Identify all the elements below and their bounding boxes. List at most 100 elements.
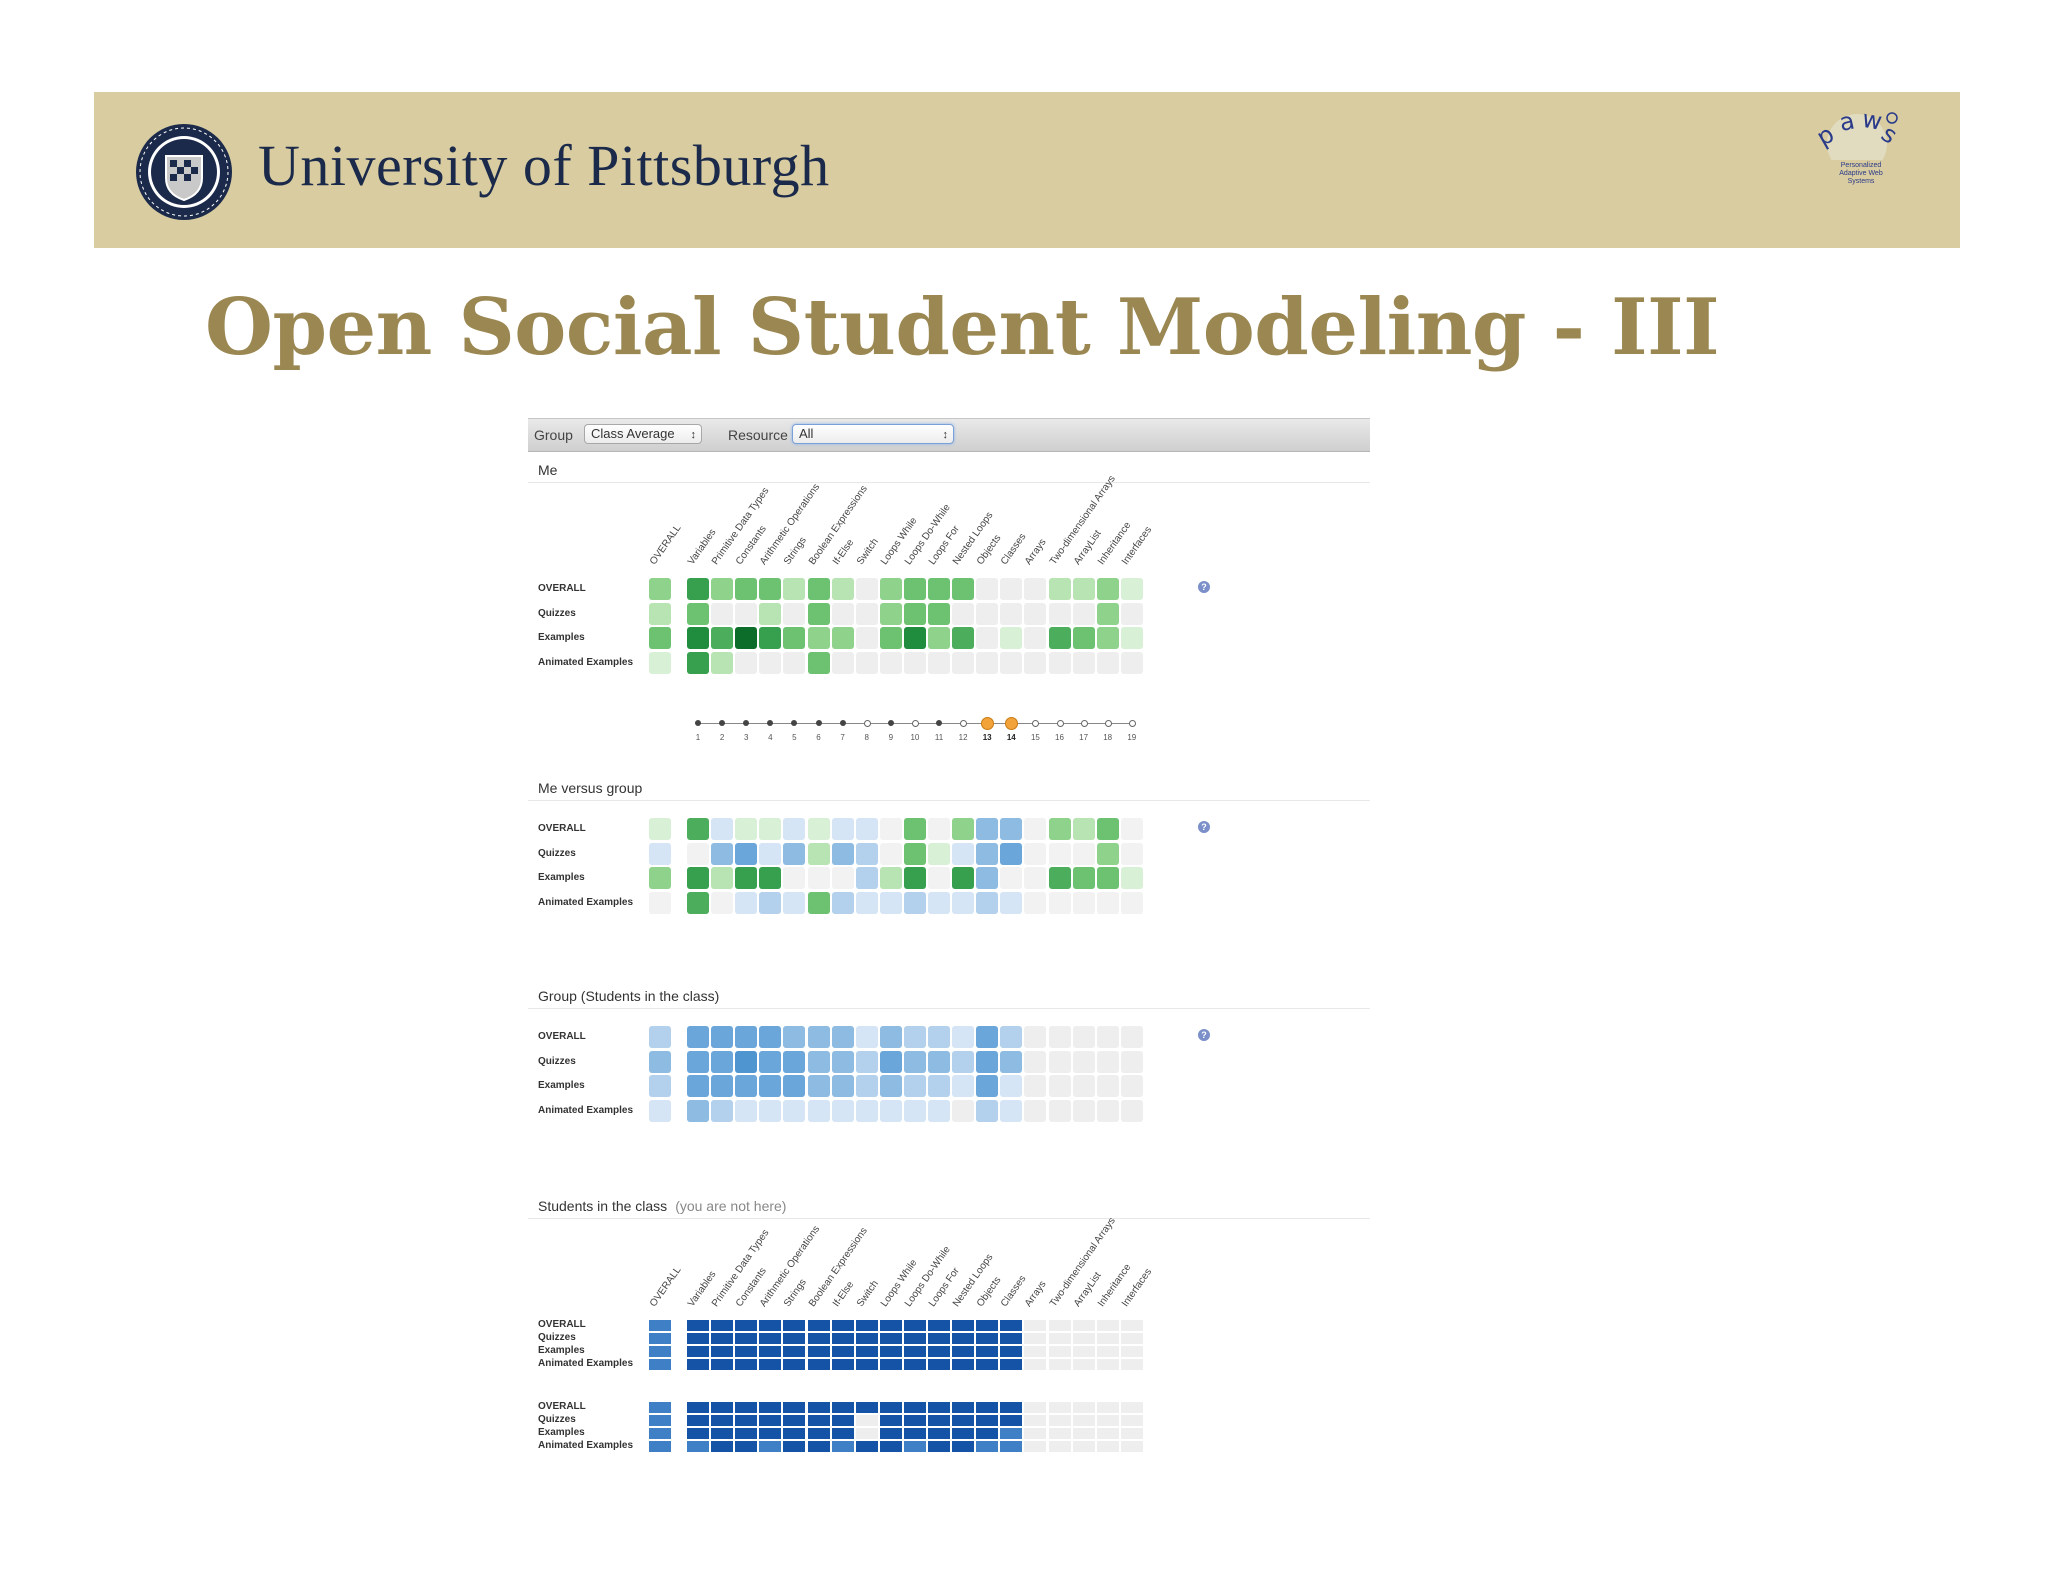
grid-cell[interactable] [1072,627,1095,649]
student-cell[interactable] [649,1402,671,1413]
grid-cell[interactable] [1120,842,1143,865]
grid-cell[interactable] [903,1075,926,1097]
student-cell[interactable] [649,1346,671,1357]
grid-cell[interactable] [807,1050,830,1073]
grid-cell[interactable] [783,1050,806,1073]
student-cell[interactable] [783,1428,806,1439]
timeline-dot[interactable] [743,720,750,726]
grid-cell[interactable] [976,842,999,865]
grid-cell[interactable] [831,1050,854,1073]
grid-cell[interactable] [1072,818,1095,840]
student-cell[interactable] [735,1346,758,1357]
grid-cell[interactable] [928,627,950,649]
grid-cell[interactable] [735,867,758,889]
grid-cell[interactable] [711,842,734,865]
grid-cell[interactable] [1000,818,1023,840]
student-cell[interactable] [831,1402,854,1413]
grid-cell[interactable] [831,651,854,674]
grid-cell[interactable] [1048,1075,1071,1097]
grid-cell[interactable] [1096,1075,1119,1097]
student-cell[interactable] [1024,1333,1047,1344]
student-cell[interactable] [1024,1402,1047,1413]
grid-cell[interactable] [903,818,926,840]
student-cell[interactable] [1048,1428,1071,1439]
grid-cell[interactable] [1048,891,1071,914]
grid-cell[interactable] [807,842,830,865]
grid-cell[interactable] [711,891,734,914]
grid-cell[interactable] [687,842,709,865]
grid-cell[interactable] [1024,1075,1047,1097]
timeline-dot[interactable] [1128,720,1136,727]
student-cell[interactable] [759,1359,782,1370]
grid-cell[interactable] [807,891,830,914]
grid-cell[interactable] [783,578,806,600]
student-cell[interactable] [928,1428,950,1439]
grid-cell[interactable] [735,1050,758,1073]
grid-cell[interactable] [1048,867,1071,889]
grid-cell[interactable] [976,1099,999,1122]
grid-cell[interactable] [1120,1099,1143,1122]
timeline-dot[interactable] [1080,720,1088,727]
grid-cell[interactable] [1120,651,1143,674]
student-cell[interactable] [831,1428,854,1439]
grid-cell[interactable] [976,1075,999,1097]
student-cell[interactable] [807,1333,830,1344]
grid-cell[interactable] [1072,1099,1095,1122]
grid-cell[interactable] [1096,867,1119,889]
student-cell[interactable] [976,1441,999,1452]
student-cell[interactable] [928,1441,950,1452]
student-cell[interactable] [903,1402,926,1413]
student-cell[interactable] [711,1359,734,1370]
student-cell[interactable] [879,1346,902,1357]
student-cell[interactable] [1024,1415,1047,1426]
grid-cell[interactable] [1024,578,1047,600]
grid-cell[interactable] [687,1050,709,1073]
student-cell[interactable] [783,1402,806,1413]
student-cell[interactable] [1048,1333,1071,1344]
grid-cell[interactable] [879,1026,902,1048]
student-cell[interactable] [1048,1320,1071,1331]
student-cell[interactable] [735,1441,758,1452]
grid-cell[interactable] [711,867,734,889]
student-cell[interactable] [1048,1346,1071,1357]
student-cell[interactable] [855,1441,878,1452]
grid-cell[interactable] [1024,627,1047,649]
grid-cell[interactable] [1072,1050,1095,1073]
student-cell[interactable] [807,1428,830,1439]
grid-cell[interactable] [759,842,782,865]
student-cell[interactable] [903,1320,926,1331]
student-cell[interactable] [1120,1402,1143,1413]
timeline-dot[interactable] [1004,716,1018,730]
grid-cell[interactable] [759,1050,782,1073]
grid-cell[interactable] [1048,651,1071,674]
student-cell[interactable] [855,1320,878,1331]
help-question-icon[interactable]: ? [1198,821,1210,833]
grid-cell[interactable] [1000,1026,1023,1048]
grid-cell[interactable] [711,578,734,600]
student-cell[interactable] [1120,1428,1143,1439]
student-cell[interactable] [687,1402,709,1413]
student-cell[interactable] [1000,1428,1023,1439]
grid-cell[interactable] [1024,1099,1047,1122]
student-cell[interactable] [1120,1333,1143,1344]
grid-cell[interactable] [807,1026,830,1048]
grid-cell[interactable] [649,818,671,840]
grid-cell[interactable] [1096,602,1119,625]
grid-cell[interactable] [807,578,830,600]
grid-cell[interactable] [711,1075,734,1097]
student-cell[interactable] [687,1346,709,1357]
student-cell[interactable] [1096,1346,1119,1357]
grid-cell[interactable] [759,627,782,649]
grid-cell[interactable] [783,891,806,914]
grid-cell[interactable] [855,1099,878,1122]
student-cell[interactable] [879,1359,902,1370]
student-cell[interactable] [831,1333,854,1344]
grid-cell[interactable] [855,1026,878,1048]
grid-cell[interactable] [952,578,975,600]
grid-cell[interactable] [1000,651,1023,674]
student-cell[interactable] [1024,1359,1047,1370]
grid-cell[interactable] [928,651,950,674]
student-cell[interactable] [1072,1415,1095,1426]
grid-cell[interactable] [976,818,999,840]
timeline-dot[interactable] [767,720,774,726]
